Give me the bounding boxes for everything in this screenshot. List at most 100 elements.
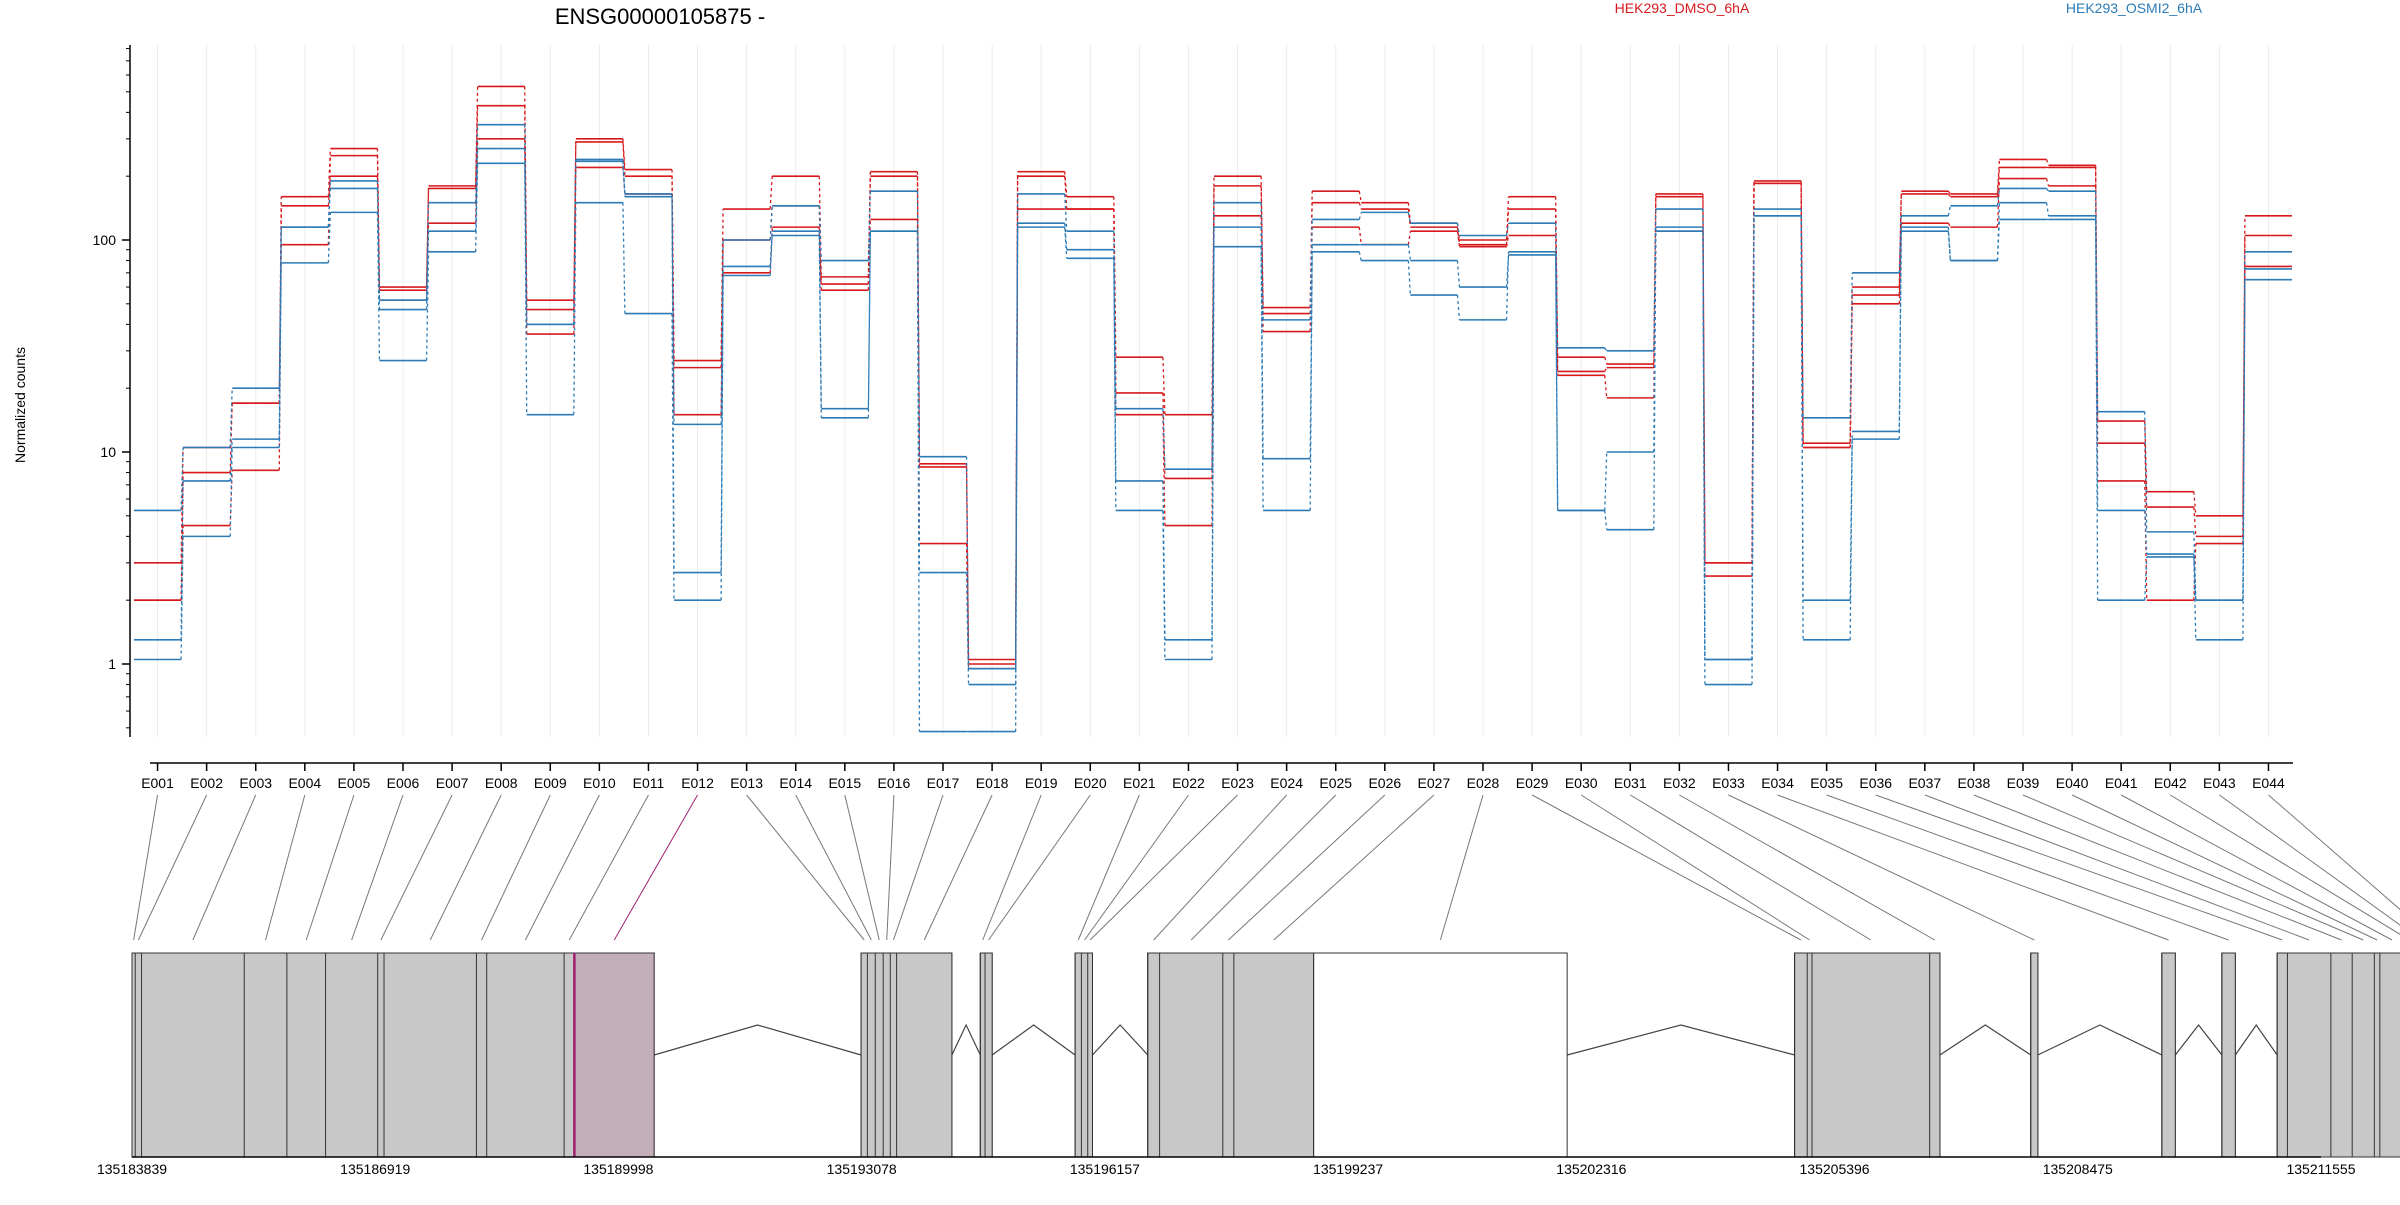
connector-dmso-E037 xyxy=(1947,222,1951,228)
connector-osmi-E038 xyxy=(1996,219,2001,261)
bin-connector-E009 xyxy=(481,794,551,941)
bin-connector-E030 xyxy=(1580,794,1810,941)
connector-osmi-E018 xyxy=(1014,227,1019,732)
coding-region-2 xyxy=(979,952,993,1158)
connector-osmi-E007 xyxy=(474,163,479,252)
bin-connector-E018 xyxy=(923,794,993,941)
x-tick-label-E021: E021 xyxy=(1123,775,1156,791)
connector-osmi-E030 xyxy=(1604,347,1608,352)
x-tick-label-E002: E002 xyxy=(190,775,223,791)
x-tick-label-E010: E010 xyxy=(583,775,616,791)
connector-osmi-E042 xyxy=(2193,556,2197,640)
connector-osmi-E012 xyxy=(720,275,724,601)
connector-osmi-E029 xyxy=(1554,251,1559,511)
coding-region-3 xyxy=(1074,952,1093,1158)
connector-osmi-E039 xyxy=(2045,202,2050,216)
bin-connector-E026 xyxy=(1227,794,1386,941)
connector-osmi-E038 xyxy=(1996,202,2001,261)
bin-connector-E044 xyxy=(2268,794,2400,911)
connector-osmi-E029 xyxy=(1554,223,1559,348)
coding-region-5 xyxy=(1794,952,1941,1158)
connector-dmso-E042 xyxy=(2193,491,2197,516)
genomic-tick-label-3: 135193078 xyxy=(827,1161,897,1177)
x-tick-label-E043: E043 xyxy=(2203,775,2236,791)
connector-osmi-E038 xyxy=(1996,188,2001,206)
x-tick-label-E044: E044 xyxy=(2252,775,2285,791)
connector-osmi-E018 xyxy=(1014,193,1019,669)
x-tick-label-E023: E023 xyxy=(1221,775,1254,791)
x-tick-label-E001: E001 xyxy=(141,775,174,791)
connector-dmso-E025 xyxy=(1358,227,1362,245)
x-tick-label-E028: E028 xyxy=(1467,775,1500,791)
connector-dmso-E039 xyxy=(2045,178,2050,187)
connector-osmi-E003 xyxy=(278,227,282,440)
bin-connector-E031 xyxy=(1630,794,1872,941)
connector-osmi-E028 xyxy=(1505,223,1510,236)
connector-dmso-E026 xyxy=(1407,231,1412,245)
connector-osmi-E033 xyxy=(1751,215,1755,685)
x-tick-label-E012: E012 xyxy=(681,775,714,791)
connector-dmso-E017 xyxy=(965,543,970,669)
connector-osmi-E002 xyxy=(229,439,233,482)
connector-osmi-E010 xyxy=(622,202,626,314)
bin-connector-E014 xyxy=(795,794,872,941)
connector-osmi-E003 xyxy=(278,262,282,448)
connector-osmi-E027 xyxy=(1456,223,1461,236)
x-tick-label-E026: E026 xyxy=(1368,775,1401,791)
connector-dmso-E007 xyxy=(474,105,479,189)
genomic-tick-label-7: 135205396 xyxy=(1800,1161,1870,1177)
gene-model: 135183839 135186919 135189998 135193078 1351… xyxy=(97,952,2400,1177)
connector-osmi-E026 xyxy=(1407,260,1412,296)
bin-connector-E039 xyxy=(2022,794,2364,941)
chart-title: ENSG00000105875 - xyxy=(555,4,765,29)
connector-osmi-E023 xyxy=(1260,246,1264,511)
connector-dmso-E037 xyxy=(1947,190,1951,195)
connector-osmi-E023 xyxy=(1260,202,1264,320)
genomic-tick-label-6: 135202316 xyxy=(1556,1161,1626,1177)
connector-dmso-E039 xyxy=(2045,159,2050,166)
bin-connector-E007 xyxy=(380,794,453,941)
connector-dmso-E031 xyxy=(1653,193,1657,365)
connector-dmso-E027 xyxy=(1456,227,1461,245)
highlighted-bin xyxy=(574,953,655,1157)
connector-osmi-E011 xyxy=(671,196,675,425)
connector-osmi-E036 xyxy=(1898,227,1902,440)
connector-osmi-E035 xyxy=(1849,272,1853,418)
connector-osmi-E002 xyxy=(229,388,233,448)
bin-connector-E038 xyxy=(1973,794,2342,941)
x-tick-label-E025: E025 xyxy=(1319,775,1352,791)
connector-dmso-E014 xyxy=(818,227,822,291)
bin-connector-E012 xyxy=(613,794,698,941)
bin-connector-E017 xyxy=(892,794,944,941)
x-tick-label-E005: E005 xyxy=(338,775,371,791)
connector-osmi-E041 xyxy=(2144,556,2148,601)
intron-3 xyxy=(1092,1024,1149,1056)
genomic-tick-label-5: 135199237 xyxy=(1313,1161,1383,1177)
connector-osmi-E016 xyxy=(916,231,921,732)
legend-dmso-label: HEK293_DMSO_6hA xyxy=(1615,0,1750,16)
bin-connector-E015 xyxy=(844,794,880,941)
connector-dmso-E041 xyxy=(2144,443,2148,508)
connector-dmso-E030 xyxy=(1604,375,1608,398)
connector-dmso-E042 xyxy=(2193,506,2197,537)
connector-dmso-E041 xyxy=(2144,480,2148,601)
connector-osmi-E031 xyxy=(1653,231,1657,530)
connector-dmso-E037 xyxy=(1947,193,1951,198)
connector-dmso-E007 xyxy=(474,86,479,186)
intron-8 xyxy=(2234,1023,2278,1056)
connector-osmi-E037 xyxy=(1947,205,1952,216)
genomic-tick-label-4: 135196157 xyxy=(1070,1161,1140,1177)
bin-connector-E024 xyxy=(1153,794,1288,941)
x-tick-label-E041: E041 xyxy=(2105,775,2138,791)
x-tick-label-E033: E033 xyxy=(1712,775,1745,791)
x-tick-label-E018: E018 xyxy=(976,775,1009,791)
x-tick-label-E014: E014 xyxy=(779,775,812,791)
connector-dmso-E029 xyxy=(1554,235,1559,376)
connector-osmi-E019 xyxy=(1064,193,1068,232)
bin-connector-E013 xyxy=(746,794,865,941)
x-tick-label-E034: E034 xyxy=(1761,775,1794,791)
connector-osmi-E025 xyxy=(1358,251,1362,261)
connector-osmi-E008 xyxy=(524,148,528,325)
coding-region-4 xyxy=(1147,952,1315,1158)
connector-osmi-E005 xyxy=(376,212,381,361)
